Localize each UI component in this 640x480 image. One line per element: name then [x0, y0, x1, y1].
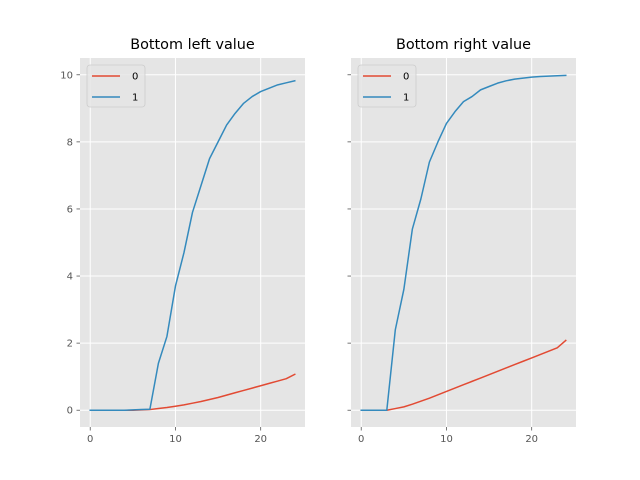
y-tick-label: 4 — [67, 272, 73, 283]
axes-background — [80, 58, 305, 427]
x-tick-label: 0 — [87, 434, 93, 445]
y-tick-label: 8 — [67, 137, 73, 148]
y-tick-label: 10 — [60, 70, 73, 81]
y-tick-label: 6 — [67, 204, 73, 215]
legend-label: 0 — [403, 72, 409, 83]
series-1-line — [360, 74, 567, 411]
chart-title: Bottom right value — [396, 37, 531, 53]
legend: 01 — [357, 64, 417, 108]
legend-label: 1 — [132, 93, 138, 104]
x-tick-label: 10 — [440, 434, 453, 445]
x-tick-label: 0 — [358, 434, 364, 445]
legend-label: 1 — [403, 93, 409, 104]
axes-background — [351, 58, 576, 427]
series-0-line — [360, 339, 567, 411]
y-tick-label: 0 — [67, 406, 73, 417]
legend: 01 — [86, 64, 146, 108]
legend-label: 0 — [132, 72, 138, 83]
y-tick-label: 2 — [67, 339, 73, 350]
series-1-line — [89, 79, 296, 411]
x-tick-label: 20 — [525, 434, 538, 445]
x-tick-label: 20 — [254, 434, 267, 445]
x-tick-label: 10 — [169, 434, 182, 445]
chart-title: Bottom left value — [130, 37, 255, 53]
